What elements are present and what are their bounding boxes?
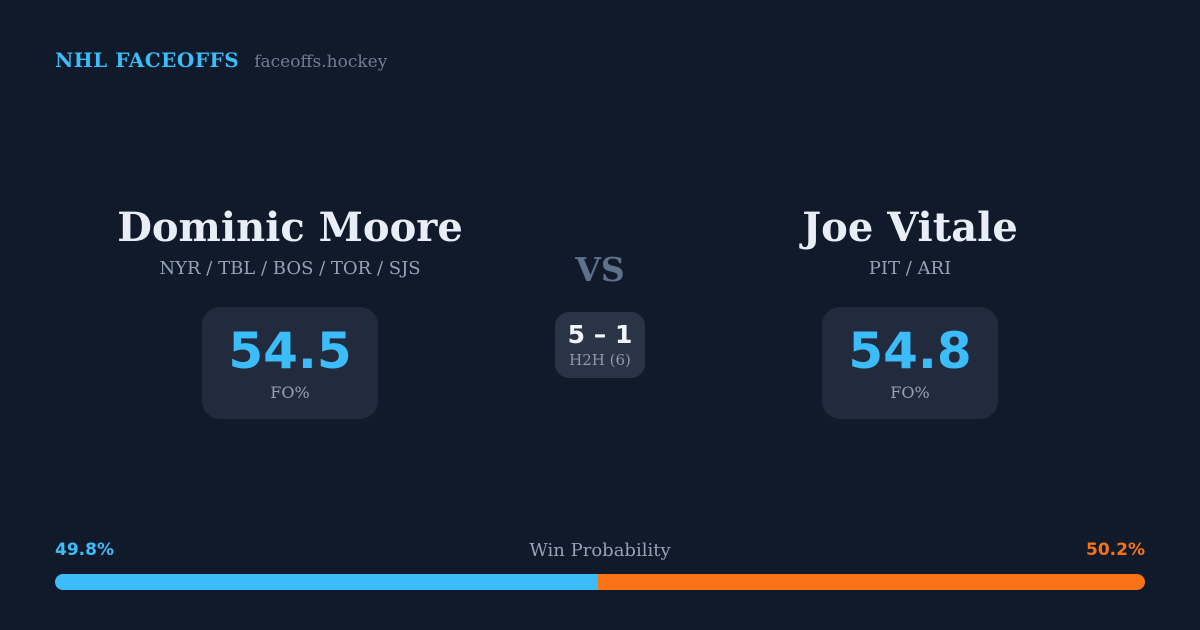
player-right-fo-label: FO% <box>890 382 930 402</box>
win-bar-right <box>597 574 1145 590</box>
win-prob-right-pct: 50.2% <box>1086 540 1145 560</box>
brand-logo: NHL FACEOFFS <box>55 48 240 72</box>
h2h-label: H2H (6) <box>569 351 631 369</box>
player-left-name: Dominic Moore <box>117 204 463 251</box>
vs-label: VS <box>575 250 625 289</box>
h2h-card: 5 – 1 H2H (6) <box>555 312 645 378</box>
win-probability-labels: 49.8% Win Probability 50.2% <box>55 540 1145 564</box>
player-right-fo-card: 54.8 FO% <box>822 307 998 419</box>
matchup-center-panel: VS 5 – 1 H2H (6) <box>490 252 710 378</box>
player-left-panel: Dominic Moore NYR / TBL / BOS / TOR / SJ… <box>55 205 525 419</box>
player-left-teams: NYR / TBL / BOS / TOR / SJS <box>159 258 421 279</box>
win-probability-section: 49.8% Win Probability 50.2% <box>55 540 1145 590</box>
player-left-fo-value: 54.5 <box>228 321 352 380</box>
player-left-fo-label: FO% <box>270 382 310 402</box>
header: NHL FACEOFFS faceoffs.hockey <box>55 48 387 72</box>
player-right-panel: Joe Vitale PIT / ARI 54.8 FO% <box>675 205 1145 419</box>
h2h-score: 5 – 1 <box>567 320 633 349</box>
player-right-fo-value: 54.8 <box>848 321 972 380</box>
win-bar-left <box>55 574 598 590</box>
win-prob-title: Win Probability <box>529 540 671 561</box>
win-prob-left-pct: 49.8% <box>55 540 114 560</box>
win-prob-bar <box>55 574 1145 590</box>
site-domain: faceoffs.hockey <box>254 52 388 72</box>
player-right-teams: PIT / ARI <box>868 258 952 279</box>
player-right-name: Joe Vitale <box>802 204 1018 251</box>
player-left-fo-card: 54.5 FO% <box>202 307 378 419</box>
